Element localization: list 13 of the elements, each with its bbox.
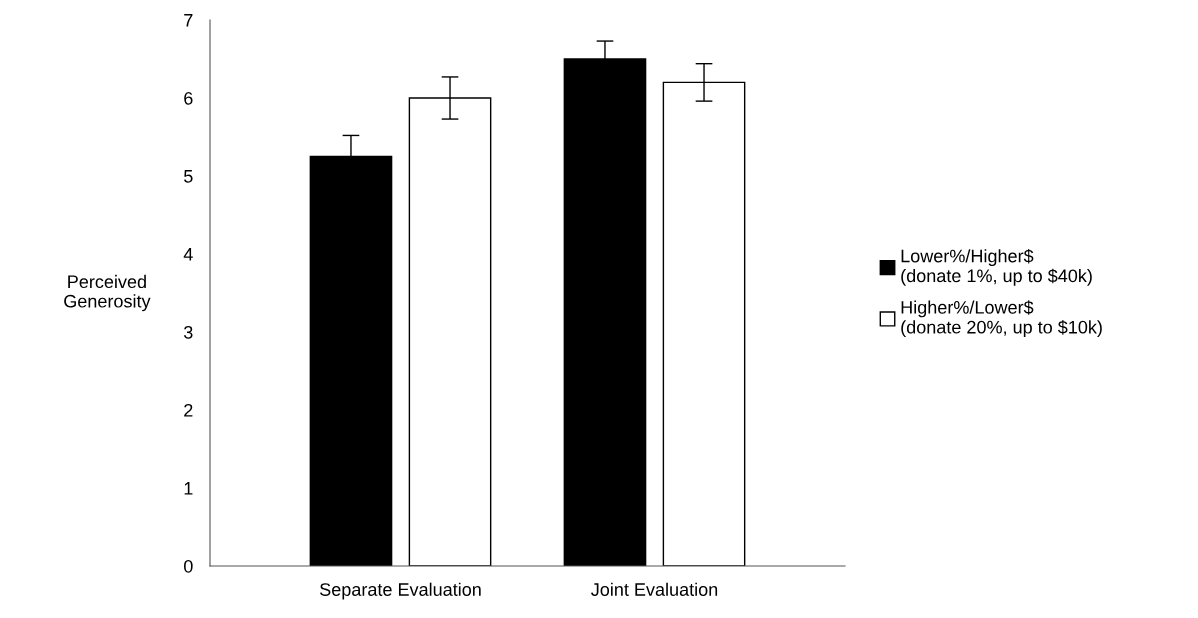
y-tick-label: 6 xyxy=(184,91,193,105)
y-axis-title: Perceived Generosity xyxy=(64,274,151,312)
y-tick-label: 2 xyxy=(184,403,193,417)
x-tick-label: Separate Evaluation xyxy=(320,582,481,600)
y-tick-label: 1 xyxy=(184,482,193,495)
legend-label: Lower%/Higher$ (donate 1%, up to $40k) xyxy=(901,248,1092,286)
y-tick-label: 3 xyxy=(183,325,193,339)
x-tick-label: Joint Evaluation xyxy=(591,582,718,596)
y-tick-label: 5 xyxy=(184,170,193,183)
legend-label: Higher%/Lower$ (donate 20%, up to $10k) xyxy=(901,300,1102,338)
y-tick-label: 0 xyxy=(184,559,193,573)
y-tick-label: 7 xyxy=(184,14,193,27)
y-tick-label: 4 xyxy=(183,248,193,261)
